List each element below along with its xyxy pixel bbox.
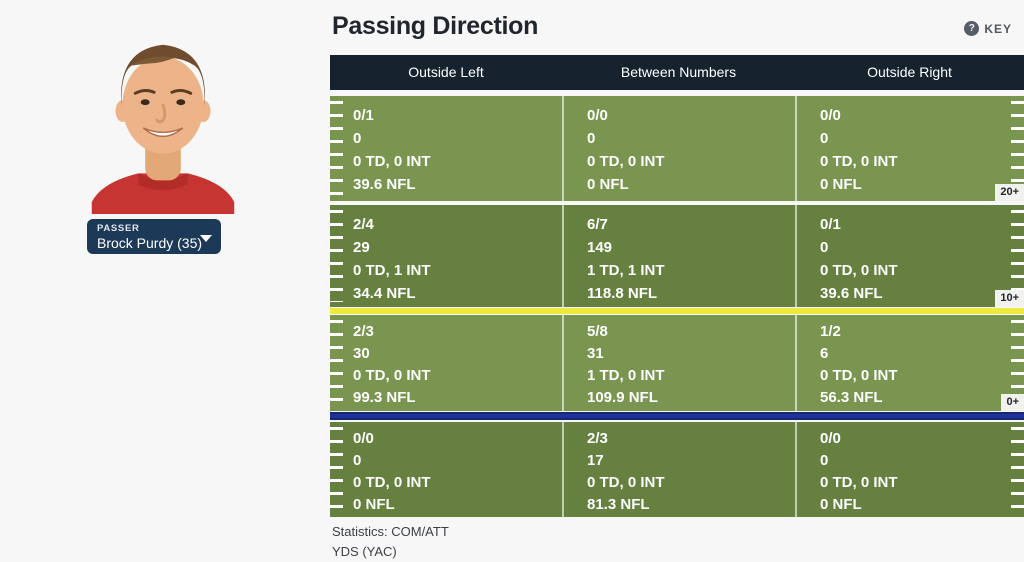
zone-badge-0plus: 0+	[1001, 394, 1024, 411]
stat-cell-20plus-outside-right: 0/0 0 0 TD, 0 INT 0 NFL	[795, 96, 1024, 201]
yard-hash-marks-left	[330, 427, 343, 512]
stat-com-att: 0/1	[353, 107, 374, 124]
column-header-outside-left: Outside Left	[408, 64, 484, 80]
stat-yds: 0	[820, 130, 829, 147]
stat-rating: 0 NFL	[820, 176, 862, 193]
stat-com-att: 2/3	[353, 323, 374, 340]
stat-td-int: 1 TD, 0 INT	[587, 367, 665, 384]
stat-td-int: 0 TD, 0 INT	[820, 262, 898, 279]
yard-hash-marks-left	[330, 210, 343, 302]
field-row-20plus: 0/1 0 0 TD, 0 INT 39.6 NFL 0/0 0 0 TD, 0…	[330, 96, 1024, 201]
stat-rating: 39.6 NFL	[353, 176, 416, 193]
yard-hash-marks-right	[1011, 320, 1024, 406]
stat-yds: 29	[353, 239, 370, 256]
stat-cell-0plus-between-numbers: 5/8 31 1 TD, 0 INT 109.9 NFL	[562, 315, 795, 411]
key-button-label: KEY	[984, 21, 1012, 36]
stat-rating: 34.4 NFL	[353, 285, 416, 302]
key-button[interactable]: ? KEY	[964, 21, 1012, 36]
first-down-line	[330, 308, 1024, 314]
stat-td-int: 0 TD, 0 INT	[820, 153, 898, 170]
stat-rating: 109.9 NFL	[587, 389, 658, 406]
column-header-bar: Outside Left Between Numbers Outside Rig…	[330, 55, 1024, 90]
player-headshot	[91, 44, 235, 214]
stat-yds: 31	[587, 345, 604, 362]
stat-yds: 0	[353, 130, 362, 147]
yard-hash-marks-left	[330, 320, 343, 406]
stat-com-att: 1/2	[820, 323, 841, 340]
field-row-10plus: 2/4 29 0 TD, 1 INT 34.4 NFL 6/7 149 1 TD…	[330, 205, 1024, 307]
yard-hash-marks-right	[1011, 101, 1024, 196]
stat-com-att: 0/0	[820, 430, 841, 447]
stat-cell-behind-between-numbers: 2/3 17 0 TD, 0 INT 81.3 NFL	[562, 422, 795, 517]
passer-dropdown-value: Brock Purdy (35)	[97, 235, 203, 251]
stat-cell-0plus-outside-right: 1/2 6 0 TD, 0 INT 56.3 NFL	[795, 315, 1024, 411]
stat-cell-behind-outside-right: 0/0 0 0 TD, 0 INT 0 NFL	[795, 422, 1024, 517]
stat-td-int: 0 TD, 0 INT	[820, 474, 898, 491]
stat-com-att: 0/0	[820, 107, 841, 124]
yard-hash-marks-right	[1011, 427, 1024, 512]
line-of-scrimmage	[330, 412, 1024, 420]
column-header-outside-right: Outside Right	[867, 64, 952, 80]
stat-rating: 39.6 NFL	[820, 285, 883, 302]
stat-td-int: 0 TD, 0 INT	[353, 367, 431, 384]
yard-hash-marks-right	[1011, 210, 1024, 302]
stat-td-int: 0 TD, 0 INT	[587, 153, 665, 170]
stat-rating: 0 NFL	[587, 176, 629, 193]
stat-td-int: 0 TD, 0 INT	[353, 153, 431, 170]
stat-com-att: 5/8	[587, 323, 608, 340]
stat-com-att: 0/0	[353, 430, 374, 447]
stat-rating: 99.3 NFL	[353, 389, 416, 406]
stat-yds: 6	[820, 345, 829, 362]
zone-badge-10plus: 10+	[995, 290, 1024, 307]
stat-td-int: 1 TD, 1 INT	[587, 262, 665, 279]
stat-rating: 0 NFL	[353, 496, 395, 513]
stat-yds: 149	[587, 239, 613, 256]
stat-cell-10plus-outside-right: 0/1 0 0 TD, 0 INT 39.6 NFL	[795, 205, 1024, 307]
statistics-footnote: Statistics: COM/ATT YDS (YAC)	[332, 522, 449, 562]
stat-cell-10plus-between-numbers: 6/7 149 1 TD, 1 INT 118.8 NFL	[562, 205, 795, 307]
column-header-between-numbers: Between Numbers	[620, 64, 737, 80]
stat-yds: 17	[587, 452, 604, 469]
stat-yds: 0	[353, 452, 362, 469]
passer-dropdown-label: PASSER	[97, 223, 140, 234]
passer-dropdown[interactable]: PASSER Brock Purdy (35)	[87, 219, 221, 254]
stat-com-att: 0/1	[820, 216, 841, 233]
stat-cell-20plus-between-numbers: 0/0 0 0 TD, 0 INT 0 NFL	[562, 96, 795, 201]
stat-td-int: 0 TD, 0 INT	[587, 474, 665, 491]
stat-rating: 118.8 NFL	[587, 285, 658, 302]
stat-com-att: 6/7	[587, 216, 608, 233]
stat-cell-10plus-outside-left: 2/4 29 0 TD, 1 INT 34.4 NFL	[330, 205, 562, 307]
field-row-0plus: 2/3 30 0 TD, 0 INT 99.3 NFL 5/8 31 1 TD,…	[330, 315, 1024, 411]
stat-td-int: 0 TD, 0 INT	[353, 474, 431, 491]
stat-td-int: 0 TD, 0 INT	[820, 367, 898, 384]
stat-td-int: 0 TD, 1 INT	[353, 262, 431, 279]
stat-rating: 81.3 NFL	[587, 496, 650, 513]
stat-com-att: 0/0	[587, 107, 608, 124]
footnote-line-1: Statistics: COM/ATT	[332, 524, 449, 539]
stat-yds: 0	[587, 130, 596, 147]
passing-direction-field: Outside Left Between Numbers Outside Rig…	[330, 55, 1024, 517]
stat-yds: 0	[820, 239, 829, 256]
stat-com-att: 2/3	[587, 430, 608, 447]
yard-hash-marks-left	[330, 101, 343, 196]
footnote-line-2: YDS (YAC)	[332, 544, 397, 559]
page-title: Passing Direction	[332, 12, 539, 40]
stat-yds: 0	[820, 452, 829, 469]
stat-rating: 56.3 NFL	[820, 389, 883, 406]
stat-yds: 30	[353, 345, 370, 362]
stat-cell-20plus-outside-left: 0/1 0 0 TD, 0 INT 39.6 NFL	[330, 96, 562, 201]
stat-cell-behind-outside-left: 0/0 0 0 TD, 0 INT 0 NFL	[330, 422, 562, 517]
question-circle-icon: ?	[964, 21, 980, 36]
chevron-down-icon	[200, 235, 212, 242]
zone-badge-20plus: 20+	[995, 184, 1024, 201]
field-row-behind-los: 0/0 0 0 TD, 0 INT 0 NFL 2/3 17 0 TD, 0 I…	[330, 422, 1024, 517]
stat-cell-0plus-outside-left: 2/3 30 0 TD, 0 INT 99.3 NFL	[330, 315, 562, 411]
stat-com-att: 2/4	[353, 216, 374, 233]
stat-rating: 0 NFL	[820, 496, 862, 513]
